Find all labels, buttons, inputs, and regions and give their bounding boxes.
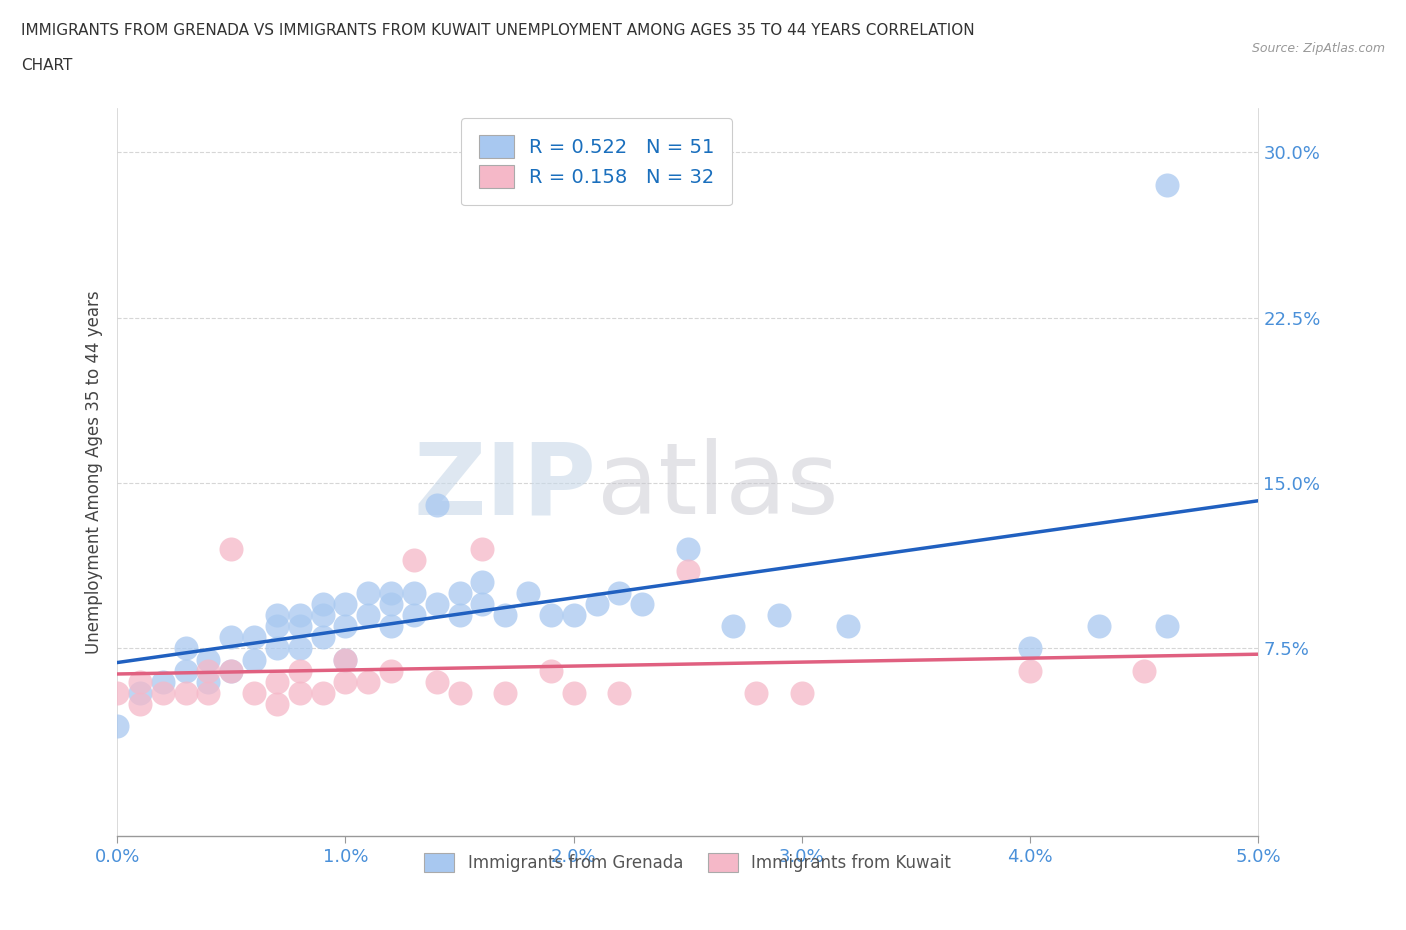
Point — [335, 619, 357, 634]
Point — [540, 608, 562, 623]
Point — [357, 586, 380, 601]
Point — [494, 685, 516, 700]
Point — [1156, 619, 1178, 634]
Point — [221, 630, 243, 644]
Point — [335, 597, 357, 612]
Point — [243, 685, 266, 700]
Point — [449, 608, 471, 623]
Point — [243, 630, 266, 644]
Point — [266, 674, 288, 689]
Point — [540, 663, 562, 678]
Point — [221, 663, 243, 678]
Point — [426, 498, 449, 512]
Point — [105, 718, 128, 733]
Point — [129, 685, 152, 700]
Point — [790, 685, 813, 700]
Point — [402, 586, 425, 601]
Point — [357, 608, 380, 623]
Point — [402, 552, 425, 567]
Point — [335, 674, 357, 689]
Point — [723, 619, 745, 634]
Point — [311, 685, 333, 700]
Point — [288, 619, 311, 634]
Point — [402, 608, 425, 623]
Point — [266, 697, 288, 711]
Point — [380, 597, 402, 612]
Point — [494, 608, 516, 623]
Point — [676, 542, 699, 557]
Point — [1156, 178, 1178, 193]
Point — [266, 641, 288, 656]
Point — [105, 685, 128, 700]
Point — [197, 663, 219, 678]
Point — [152, 674, 174, 689]
Point — [380, 586, 402, 601]
Point — [266, 608, 288, 623]
Point — [1019, 663, 1042, 678]
Point — [335, 652, 357, 667]
Point — [243, 652, 266, 667]
Point — [1019, 641, 1042, 656]
Point — [221, 663, 243, 678]
Point — [837, 619, 859, 634]
Point — [562, 685, 585, 700]
Point — [152, 685, 174, 700]
Text: Source: ZipAtlas.com: Source: ZipAtlas.com — [1251, 42, 1385, 55]
Point — [449, 586, 471, 601]
Point — [768, 608, 790, 623]
Text: IMMIGRANTS FROM GRENADA VS IMMIGRANTS FROM KUWAIT UNEMPLOYMENT AMONG AGES 35 TO : IMMIGRANTS FROM GRENADA VS IMMIGRANTS FR… — [21, 23, 974, 38]
Point — [174, 641, 197, 656]
Point — [174, 663, 197, 678]
Point — [676, 564, 699, 578]
Legend: Immigrants from Grenada, Immigrants from Kuwait: Immigrants from Grenada, Immigrants from… — [418, 846, 957, 879]
Text: atlas: atlas — [596, 438, 838, 535]
Point — [609, 685, 631, 700]
Y-axis label: Unemployment Among Ages 35 to 44 years: Unemployment Among Ages 35 to 44 years — [86, 290, 103, 654]
Point — [266, 619, 288, 634]
Point — [311, 608, 333, 623]
Point — [745, 685, 768, 700]
Point — [471, 542, 494, 557]
Point — [471, 575, 494, 590]
Point — [311, 597, 333, 612]
Point — [1133, 663, 1156, 678]
Point — [585, 597, 607, 612]
Point — [288, 663, 311, 678]
Point — [562, 608, 585, 623]
Point — [197, 652, 219, 667]
Point — [288, 608, 311, 623]
Point — [311, 630, 333, 644]
Point — [471, 597, 494, 612]
Point — [517, 586, 540, 601]
Point — [335, 652, 357, 667]
Point — [1087, 619, 1109, 634]
Point — [174, 685, 197, 700]
Point — [380, 619, 402, 634]
Point — [426, 674, 449, 689]
Point — [197, 674, 219, 689]
Point — [288, 685, 311, 700]
Point — [449, 685, 471, 700]
Point — [631, 597, 654, 612]
Point — [129, 697, 152, 711]
Point — [380, 663, 402, 678]
Point — [357, 674, 380, 689]
Point — [288, 641, 311, 656]
Point — [197, 685, 219, 700]
Text: CHART: CHART — [21, 58, 73, 73]
Text: ZIP: ZIP — [413, 438, 596, 535]
Point — [426, 597, 449, 612]
Point — [609, 586, 631, 601]
Point — [221, 542, 243, 557]
Point — [129, 674, 152, 689]
